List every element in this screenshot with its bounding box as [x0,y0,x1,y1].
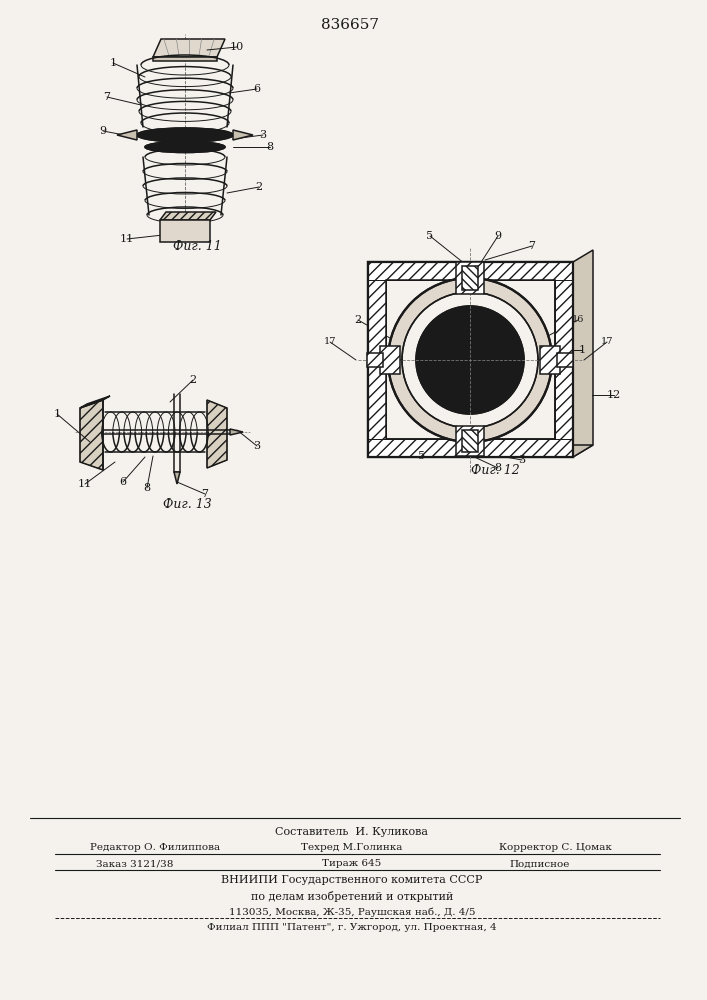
Text: 836657: 836657 [321,18,379,32]
Polygon shape [368,445,593,457]
Text: Редактор О. Филиппова: Редактор О. Филиппова [90,844,220,852]
Bar [368,262,573,457]
Text: 9: 9 [100,126,107,136]
Text: Техред М.Голинка: Техред М.Голинка [301,844,403,852]
Polygon shape [207,400,227,468]
Polygon shape [153,39,225,57]
Polygon shape [230,429,243,435]
Bar [368,262,573,280]
Text: по делам изобретений и открытий: по делам изобретений и открытий [251,890,453,902]
Text: 3: 3 [259,130,267,140]
Circle shape [402,292,538,428]
Text: 17: 17 [324,338,337,347]
Text: 2: 2 [354,315,361,325]
Bar [386,280,555,439]
Text: 7: 7 [529,241,535,251]
Text: 7: 7 [103,92,110,102]
Text: 6: 6 [119,477,127,487]
Text: 11: 11 [120,234,134,244]
Text: ВНИИПИ Государственного комитета СССР: ВНИИПИ Государственного комитета СССР [221,875,483,885]
Polygon shape [573,250,593,457]
Text: 3: 3 [253,441,261,451]
Circle shape [388,278,552,442]
Ellipse shape [145,141,225,152]
Polygon shape [153,57,217,61]
Text: 1: 1 [110,58,117,68]
Text: 5: 5 [419,451,426,461]
Text: 1: 1 [54,409,61,419]
Text: 16: 16 [572,316,584,324]
Text: Филиал ППП "Патент", г. Ужгород, ул. Проектная, 4: Филиал ППП "Патент", г. Ужгород, ул. Про… [207,924,497,932]
Bar [555,280,573,439]
Bar [456,262,484,294]
Text: 2: 2 [189,375,197,385]
Polygon shape [117,130,137,140]
Text: Корректор С. Цомак: Корректор С. Цомак [498,844,612,852]
Text: 11: 11 [78,479,92,489]
Text: Подписное: Подписное [510,859,570,868]
Text: 7: 7 [201,489,209,499]
Bar [368,439,573,457]
Text: 5: 5 [426,231,433,241]
Bar [557,353,573,367]
Text: 113035, Москва, Ж-35, Раушская наб., Д. 4/5: 113035, Москва, Ж-35, Раушская наб., Д. … [229,907,475,917]
Ellipse shape [171,131,199,139]
Text: 1: 1 [578,345,585,355]
Polygon shape [80,400,103,470]
Text: 10: 10 [230,42,244,52]
Polygon shape [160,220,210,242]
Text: Фиг. 13: Фиг. 13 [163,497,211,510]
Text: Составитель  И. Куликова: Составитель И. Куликова [276,827,428,837]
Polygon shape [233,130,253,140]
Text: 9: 9 [494,231,501,241]
Text: 12: 12 [607,390,621,400]
Text: Тираж 645: Тираж 645 [322,859,382,868]
Bar [367,353,383,367]
Text: 2: 2 [255,182,262,192]
Bar [456,426,484,456]
Text: 6: 6 [253,84,261,94]
Polygon shape [160,212,216,220]
Polygon shape [174,472,180,484]
Text: 8: 8 [494,463,501,473]
Text: Фиг. 12: Фиг. 12 [471,464,520,478]
Bar [540,346,560,374]
Text: 3: 3 [518,455,525,465]
Bar [462,266,478,290]
Text: Фиг. 11: Фиг. 11 [173,240,221,253]
Ellipse shape [137,128,233,142]
Bar [386,280,555,439]
Text: 8: 8 [267,142,274,152]
Bar [462,430,478,452]
Text: 17: 17 [601,338,613,347]
Bar [380,346,400,374]
Circle shape [416,306,524,414]
Polygon shape [80,396,110,408]
Text: 8: 8 [144,483,151,493]
Bar [368,262,573,457]
Text: Заказ 3121/38: Заказ 3121/38 [96,859,174,868]
Bar [368,280,386,439]
